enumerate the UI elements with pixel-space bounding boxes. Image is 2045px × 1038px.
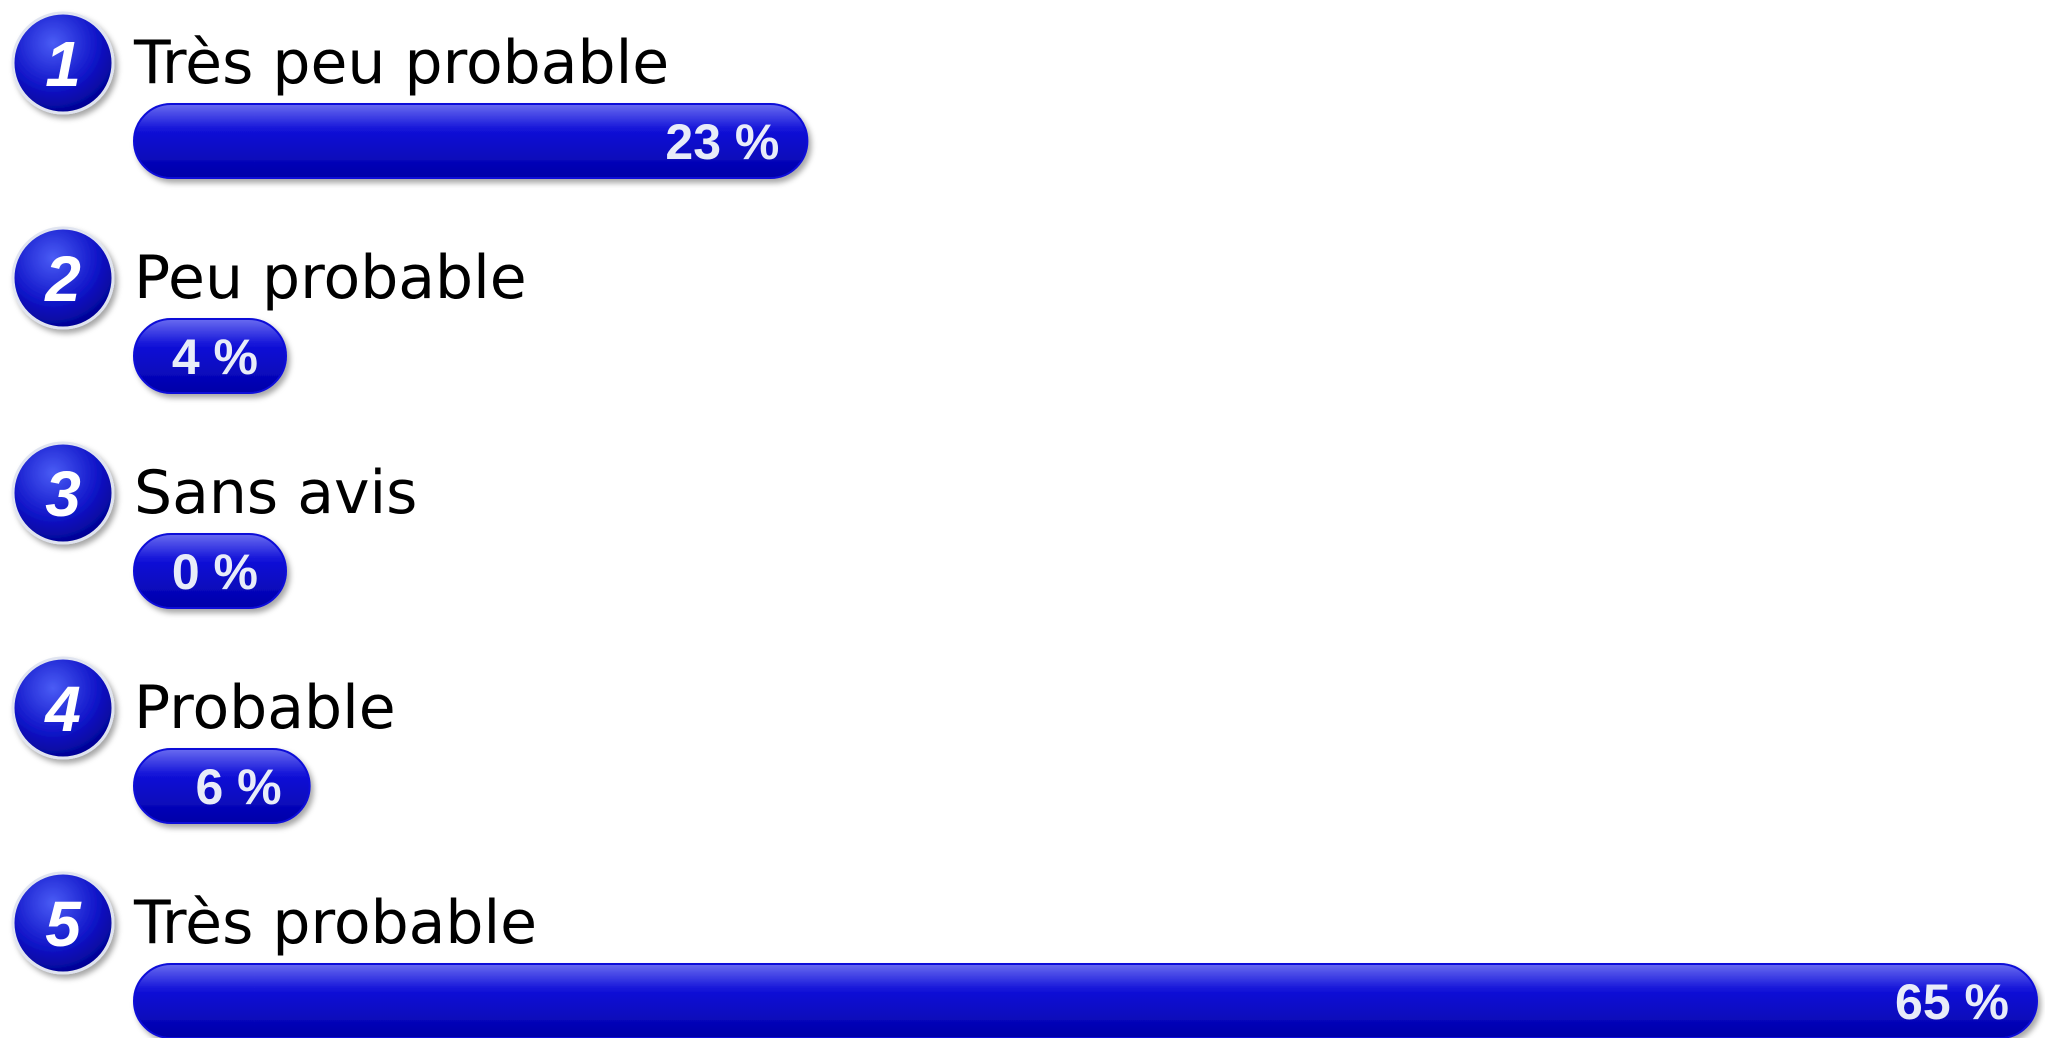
- index-label: 4: [43, 673, 81, 745]
- category-label: Peu probable: [134, 243, 527, 313]
- index-badge: [11, 656, 115, 760]
- index-badge: [11, 871, 115, 975]
- index-badge: [11, 226, 115, 330]
- bar: [133, 533, 287, 609]
- category-label: Probable: [134, 673, 396, 743]
- bar: [133, 103, 809, 179]
- value-label: 23 %: [665, 114, 779, 170]
- category-label: Très peu probable: [133, 28, 669, 98]
- value-label: 0 %: [172, 544, 258, 600]
- bar: [133, 963, 2038, 1038]
- index-label: 2: [44, 243, 81, 315]
- index-label: 3: [45, 458, 81, 530]
- value-label: 6 %: [195, 759, 281, 815]
- bar: [133, 748, 311, 824]
- value-label: 4 %: [172, 329, 258, 385]
- index-label: 1: [45, 28, 81, 100]
- category-label: Sans avis: [134, 458, 417, 528]
- index-label: 5: [45, 888, 82, 960]
- bar: [133, 318, 287, 394]
- index-badge: [11, 11, 115, 115]
- category-label: Très probable: [133, 888, 537, 958]
- index-badge: [11, 441, 115, 545]
- value-label: 65 %: [1895, 974, 2009, 1030]
